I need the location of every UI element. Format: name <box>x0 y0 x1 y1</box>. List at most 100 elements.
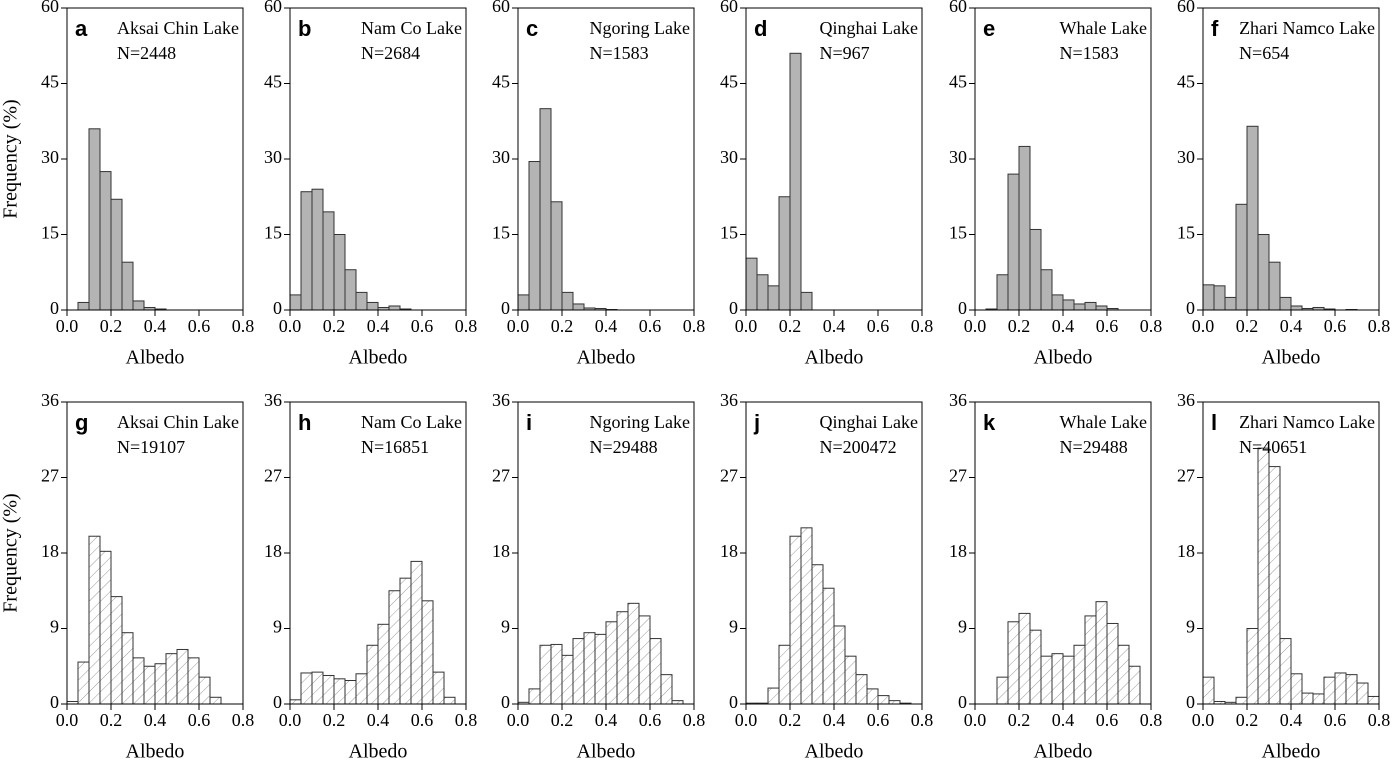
panel-annotation: N=654 <box>1239 43 1289 63</box>
x-tick-label: 0.8 <box>455 316 478 336</box>
y-tick-label: 18 <box>264 541 282 561</box>
bar <box>1268 261 1281 311</box>
y-tick-label: 9 <box>729 617 738 637</box>
panel-title: Qinghai Lake <box>820 18 918 38</box>
bar <box>311 671 324 705</box>
bar <box>767 687 780 705</box>
bar <box>1018 145 1031 311</box>
x-tick-label: 0.0 <box>507 316 530 336</box>
panel-title: Ngoring Lake <box>590 18 690 38</box>
bar <box>767 285 780 311</box>
bar <box>110 198 123 311</box>
bar <box>1040 269 1053 311</box>
bar <box>1051 294 1064 311</box>
x-tick-label: 0.8 <box>683 316 706 336</box>
bar <box>800 527 813 705</box>
y-tick-label: 45 <box>41 72 59 92</box>
panel-annotation: N=1583 <box>590 43 649 63</box>
x-tick-label: 0.2 <box>100 316 123 336</box>
bar <box>1029 629 1042 705</box>
bar <box>198 676 211 705</box>
bar <box>132 657 145 705</box>
plot-frame <box>1202 7 1380 311</box>
y-tick-label: 60 <box>1177 0 1195 16</box>
x-axis-label: Albedo <box>805 741 864 761</box>
y-tick-label: 30 <box>492 147 510 167</box>
panel-label: g <box>75 410 88 435</box>
x-tick-label: 0.4 <box>1052 316 1075 336</box>
y-tick-label: 15 <box>41 223 59 243</box>
bar <box>745 257 758 311</box>
y-tick-label: 60 <box>492 0 510 16</box>
panel-annotation: N=16851 <box>361 437 429 457</box>
panel-title: Zhari Namco Lake <box>1239 18 1375 38</box>
bar <box>88 128 101 311</box>
bar <box>1323 676 1336 705</box>
bar <box>1246 628 1259 705</box>
bar <box>344 269 357 311</box>
bar <box>1246 125 1259 311</box>
y-tick-label: 18 <box>949 541 967 561</box>
bar <box>1235 696 1248 705</box>
bar <box>388 590 401 705</box>
x-tick-label: 0.6 <box>411 710 434 730</box>
x-tick-label: 0.2 <box>1008 710 1031 730</box>
bar <box>300 672 313 705</box>
x-tick-label: 0.4 <box>1052 710 1075 730</box>
bar <box>1073 303 1086 311</box>
y-tick-label: 9 <box>958 617 967 637</box>
bar <box>671 700 684 705</box>
bar <box>605 621 618 705</box>
bar <box>660 674 673 705</box>
y-tick-label: 30 <box>720 147 738 167</box>
y-tick-label: 0 <box>729 692 738 712</box>
x-tick-label: 0.6 <box>411 316 434 336</box>
bar <box>333 234 346 311</box>
y-tick-label: 60 <box>949 0 967 16</box>
x-tick-label: 0.6 <box>639 316 662 336</box>
y-tick-label: 9 <box>50 617 59 637</box>
y-tick-label: 15 <box>720 223 738 243</box>
bar <box>855 674 868 705</box>
bar <box>154 663 167 705</box>
x-tick-label: 0.6 <box>1324 316 1347 336</box>
panel-label: b <box>298 16 311 41</box>
bar <box>789 535 802 705</box>
bar <box>1073 644 1086 705</box>
bar <box>1257 447 1270 705</box>
bar <box>583 632 596 705</box>
x-tick-label: 0.0 <box>964 316 987 336</box>
panel-label: h <box>298 410 311 435</box>
y-tick-label: 27 <box>41 466 59 486</box>
x-tick-label: 0.8 <box>1140 316 1163 336</box>
bar <box>344 680 357 705</box>
bar <box>322 674 335 705</box>
panel-label: a <box>75 16 88 41</box>
panel-title: Nam Co Lake <box>361 412 462 432</box>
y-tick-label: 36 <box>492 390 510 410</box>
y-tick-label: 15 <box>492 223 510 243</box>
bar <box>1106 622 1119 705</box>
x-axis-label: Albedo <box>577 347 636 369</box>
x-tick-label: 0.6 <box>867 710 890 730</box>
y-tick-label: 36 <box>949 390 967 410</box>
y-tick-label: 60 <box>264 0 282 16</box>
x-axis-label: Albedo <box>349 347 408 369</box>
x-tick-label: 0.6 <box>1324 710 1347 730</box>
x-tick-label: 0.2 <box>323 710 346 730</box>
y-tick-label: 15 <box>949 223 967 243</box>
y-tick-label: 18 <box>720 541 738 561</box>
y-tick-label: 27 <box>949 466 967 486</box>
bar <box>99 171 112 311</box>
x-axis-label: Albedo <box>1034 741 1093 761</box>
bar <box>550 643 563 705</box>
x-tick-label: 0.4 <box>823 710 846 730</box>
x-tick-label: 0.2 <box>323 316 346 336</box>
bar <box>1367 695 1380 705</box>
bar <box>844 655 857 705</box>
bar <box>121 632 134 705</box>
x-tick-label: 0.2 <box>1236 710 1259 730</box>
bar <box>432 671 445 705</box>
bar <box>322 211 335 311</box>
